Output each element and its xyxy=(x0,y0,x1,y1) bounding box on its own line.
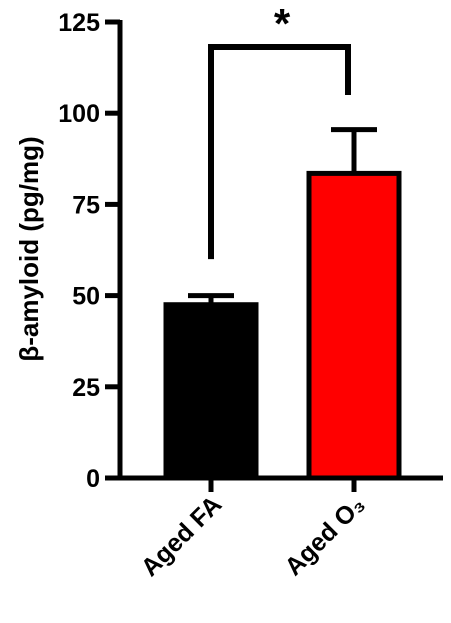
y-tick-label: 100 xyxy=(58,100,100,128)
significance-annotation: * xyxy=(208,0,351,260)
y-tick-label: 125 xyxy=(58,9,100,37)
y-axis: 0 25 50 75 100 125 xyxy=(58,9,123,493)
bars xyxy=(163,127,402,481)
x-tick-label: Aged O₃ xyxy=(279,490,370,581)
y-tick-label: 75 xyxy=(72,191,100,219)
x-tick-label: Aged FA xyxy=(136,490,228,582)
y-tick-label: 25 xyxy=(72,374,100,402)
y-tick-label: 0 xyxy=(86,465,100,493)
y-axis-title: β-amyloid (pg/mg) xyxy=(14,136,44,361)
y-tick-label: 50 xyxy=(72,283,100,311)
significance-bracket xyxy=(208,44,351,260)
significance-star: * xyxy=(274,0,291,47)
bar xyxy=(306,170,402,481)
bar xyxy=(163,302,259,481)
x-axis: Aged FA Aged O₃ xyxy=(118,475,443,582)
